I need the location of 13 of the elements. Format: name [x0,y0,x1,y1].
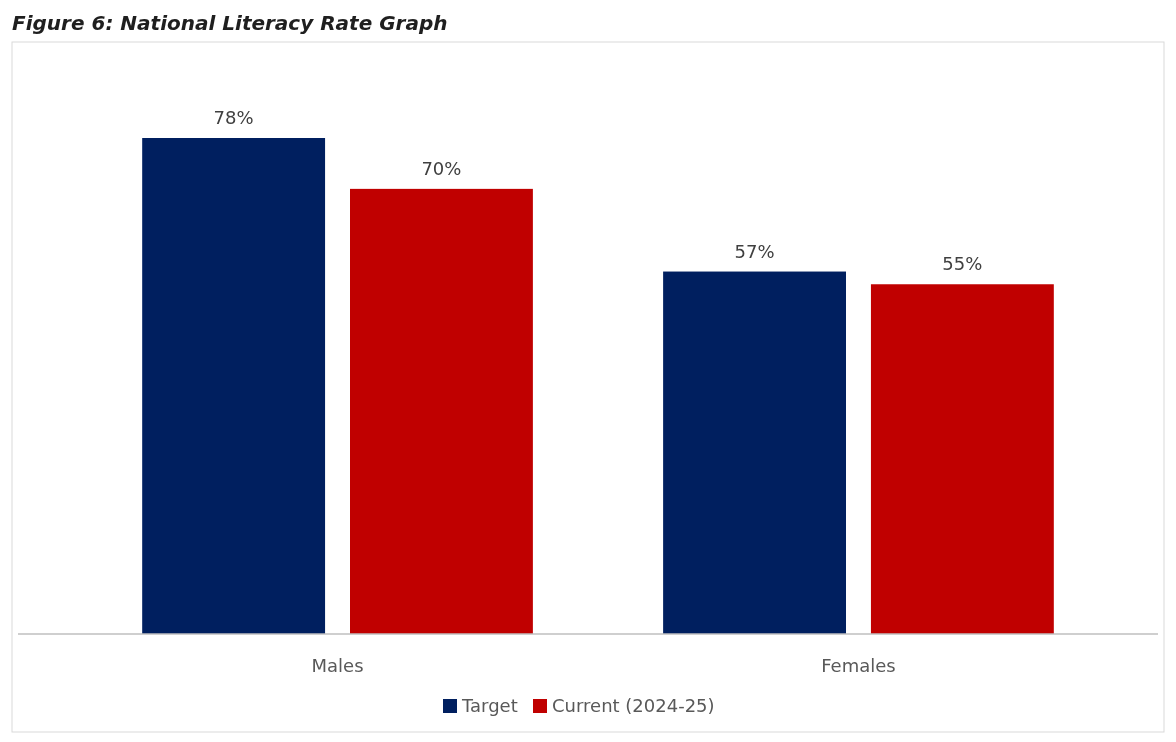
bar [663,271,846,634]
data-label: 78% [213,107,254,128]
bar [142,138,326,634]
legend-label: Current (2024-25) [552,695,715,716]
bar [870,284,1054,634]
legend-label: Target [461,695,518,716]
bar [350,188,533,634]
data-label: 70% [421,157,462,179]
x-tick-label: Females [821,655,896,676]
data-label: 57% [734,240,775,262]
x-tick-label: Males [311,655,364,676]
chart-title: Figure 6: National Literacy Rate Graph [12,11,448,35]
data-label: 55% [942,253,983,275]
